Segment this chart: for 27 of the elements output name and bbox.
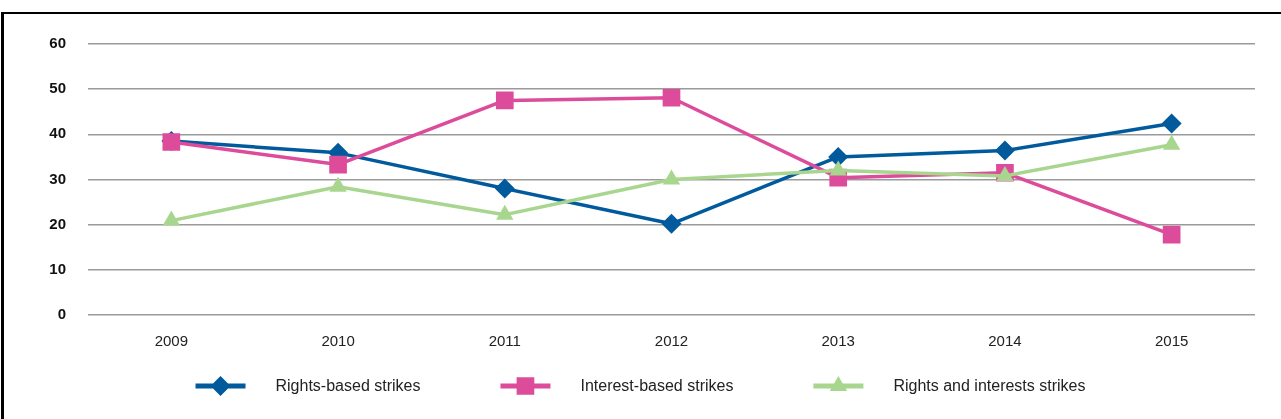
x-tick-label: 2012 <box>654 332 689 350</box>
point <box>1162 225 1181 244</box>
y-tick-label: 40 <box>49 124 66 142</box>
point <box>828 146 849 167</box>
point <box>329 155 347 174</box>
y-tick-label: 0 <box>57 305 66 323</box>
y-tick-label: 20 <box>49 214 66 232</box>
x-tick-label: 2009 <box>154 332 189 350</box>
legend-label: Interest-based strikes <box>580 377 734 395</box>
legend-label: Rights and interests strikes <box>893 377 1086 395</box>
y-tick-label: 60 <box>49 34 66 52</box>
point <box>662 88 681 107</box>
x-tick-label: 2010 <box>321 332 355 350</box>
point <box>994 140 1015 161</box>
x-tick-label: 2011 <box>488 332 521 350</box>
point <box>162 210 181 226</box>
point <box>661 213 682 234</box>
point <box>1161 113 1182 134</box>
y-tick-label: 10 <box>49 259 66 277</box>
y-tick-label: 30 <box>49 169 66 187</box>
point <box>494 178 515 199</box>
x-tick-label: 2013 <box>821 332 855 350</box>
x-tick-label: 2015 <box>1154 332 1189 350</box>
x-tick-label: 2014 <box>988 332 1022 350</box>
point <box>495 91 514 110</box>
y-tick-label: 50 <box>49 79 66 97</box>
legend-label: Rights-based strikes <box>275 377 421 395</box>
